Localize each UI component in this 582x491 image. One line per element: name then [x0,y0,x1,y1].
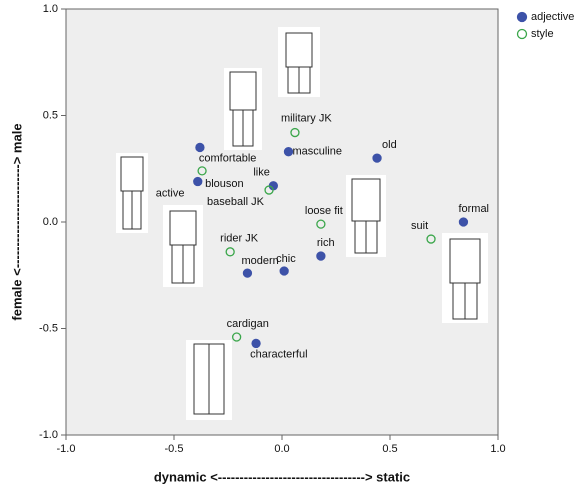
x-tick-label: 0.0 [274,443,289,455]
point-label: rich [317,237,335,249]
point-label: active [156,187,185,199]
data-point [317,252,325,260]
x-tick-label: -0.5 [165,443,184,455]
point-label: baseball JK [207,196,265,208]
legend-label: style [531,28,554,40]
data-point [284,148,292,156]
point-label: cardigan [227,318,269,330]
y-tick-label: -1.0 [39,429,58,441]
data-point [194,178,202,186]
point-label: comfortable [199,152,256,164]
point-label: rider JK [220,233,259,245]
y-tick-label: 0.5 [43,109,58,121]
x-axis-label: dynamic <-------------------------------… [154,469,410,484]
data-point [280,267,288,275]
x-tick-label: 1.0 [490,443,505,455]
data-point [459,218,467,226]
legend-marker [518,13,527,22]
legend-label: adjective [531,11,574,23]
point-label: military JK [281,112,332,124]
point-label: loose fit [305,205,343,217]
data-point [243,269,251,277]
x-tick-label: -1.0 [57,443,76,455]
y-tick-label: -0.5 [39,322,58,334]
point-label: like [253,167,270,179]
point-label: chic [276,253,296,265]
y-tick-label: 0.0 [43,216,58,228]
data-point [196,143,204,151]
point-label: blouson [205,178,244,190]
y-axis-label: female <------------------------> male [9,123,24,320]
point-label: formal [458,203,489,215]
point-label: suit [411,220,428,232]
legend-marker [518,30,527,39]
point-label: modern [241,255,278,267]
chart: dynamic <-------------------------------… [0,0,582,491]
y-tick-label: 1.0 [43,3,58,15]
point-label: masculine [292,146,342,158]
data-point [252,339,260,347]
point-label: old [382,139,397,151]
point-label: characterful [250,348,307,360]
data-point [373,154,381,162]
x-tick-label: 0.5 [382,443,397,455]
